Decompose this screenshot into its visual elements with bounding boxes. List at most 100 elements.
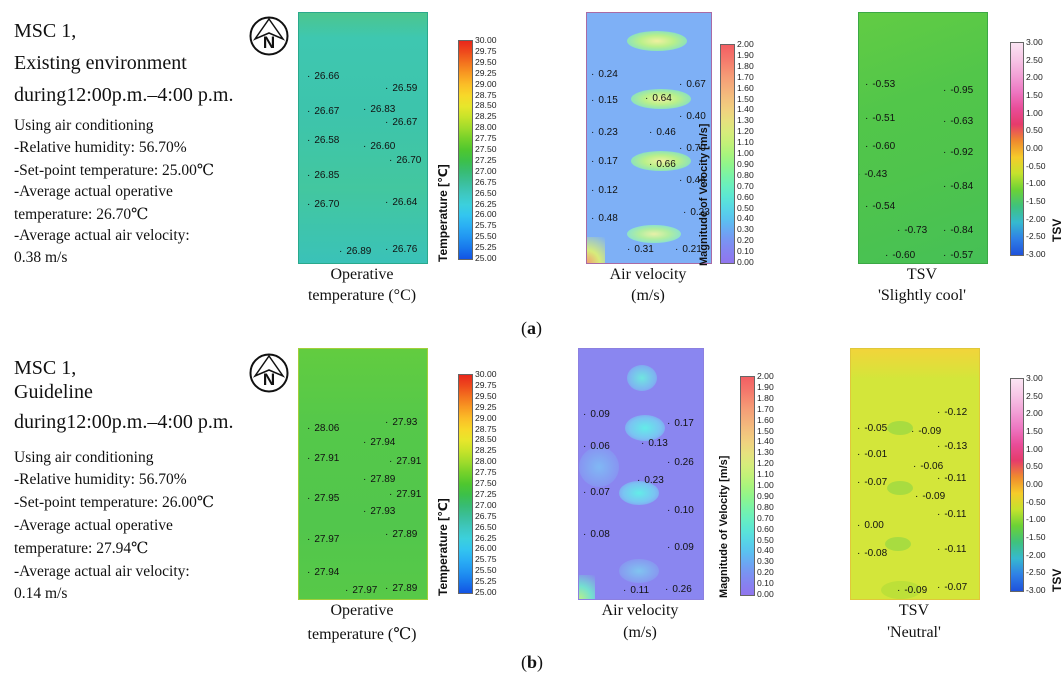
velocity-scale-label: 0.20 [737, 235, 754, 246]
temperature-scale: 30.00 29.75 29.50 29.25 29.00 28.75 28.50 28.25… [436, 370, 520, 604]
op-point: 26.85 [307, 170, 339, 181]
temperature-scale-label: 26.00 [475, 209, 497, 220]
tsv-scale-label: -2.50 [1026, 567, 1046, 578]
velocity-scale-label: 0.90 [757, 490, 774, 501]
row-a-op-caption-1: Operative [330, 266, 394, 283]
tsv-scale-label: -1.00 [1026, 178, 1046, 189]
tsv-point: -0.54 [865, 201, 895, 212]
row-a-info-5: temperature: 26.70℃ [14, 206, 149, 223]
svg-text:N: N [263, 370, 275, 389]
velocity-scale-label: 1.10 [757, 469, 774, 480]
velocity-scale-label: 0.50 [757, 534, 774, 545]
velocity-scale-label: 0.10 [757, 578, 774, 589]
velocity-scale-label: 0.50 [737, 202, 754, 213]
velocity-scale-label: 0.90 [737, 158, 754, 169]
tsv-scale-label: -3.00 [1026, 249, 1046, 259]
av-point: 0.09 [583, 409, 609, 420]
tsv-scale-label: 1.00 [1026, 443, 1043, 454]
row-a-title-3: during12:00p.m.–4:00 p.m. [14, 84, 234, 106]
velocity-scale-label: 1.90 [757, 381, 774, 392]
tsv-point: -0.11 [937, 544, 966, 555]
temperature-scale-label: 29.75 [475, 379, 497, 390]
tsv-scale-label: -1.00 [1026, 514, 1046, 525]
temperature-scale-label: 28.00 [475, 122, 497, 133]
tsv-scale-label: 0.00 [1026, 479, 1043, 489]
temperature-scale-label: 26.75 [475, 176, 497, 187]
tsv-point: -0.05 [857, 423, 887, 434]
velocity-scale-label: 0.00 [737, 257, 754, 267]
row-b-info-7: 0.14 m/s [14, 585, 68, 602]
tsv-scale-label: 2.00 [1026, 408, 1043, 419]
op-point: 28.06 [307, 423, 339, 434]
tsv-scale-label: 0.50 [1026, 125, 1043, 136]
av-point: 0.09 [667, 542, 693, 553]
tsv-point: -0.08 [857, 548, 887, 559]
tsv-scale-label: 1.50 [1026, 426, 1043, 436]
temperature-scale-label: 28.25 [475, 445, 497, 456]
velocity-scale-label: 1.30 [737, 115, 754, 126]
tsv-point: -0.01 [857, 449, 887, 460]
temperature-scale-label: 25.25 [475, 576, 497, 587]
temperature-scale-label: 29.75 [475, 45, 497, 56]
op-point: 26.67 [385, 117, 417, 128]
row-b-tsv-caption-1: TSV [898, 602, 930, 619]
av-point: 0.26 [667, 457, 693, 468]
op-point: 27.91 [389, 489, 421, 500]
av-point: 0.40 [679, 111, 705, 122]
north-arrow-icon: N [249, 353, 289, 393]
velocity-scale-label: 0.60 [757, 523, 774, 534]
av-point: 0.17 [591, 156, 617, 167]
row-b-info-3: -Set-point temperature: 26.00℃ [14, 494, 215, 511]
tsv-scale-label: -3.00 [1026, 585, 1046, 595]
row-a-op-caption-2: temperature (°C) [307, 287, 417, 304]
row-a-operative-temperature-map: 26.66 26.59 26.67 26.83 26.67 26.58 26.6… [298, 12, 428, 264]
op-point: 26.70 [389, 155, 421, 166]
op-point: 26.66 [307, 71, 339, 82]
tsv-point: -0.07 [937, 582, 967, 593]
row-a-tsv-map: -0.53 -0.95 -0.51 -0.63 -0.60 -0.92 -0.4… [858, 12, 988, 264]
velocity-scale-label: 1.20 [737, 126, 754, 137]
temperature-scale-label: 29.50 [475, 56, 497, 67]
velocity-scale-label: 0.10 [737, 246, 754, 257]
op-point: 26.89 [339, 246, 371, 257]
temperature-scale-label: 29.00 [475, 412, 497, 423]
velocity-scale-label: 1.20 [757, 458, 774, 469]
temperature-scale-label: 25.00 [475, 587, 497, 597]
op-point: 26.64 [385, 197, 417, 208]
tsv-point: -0.63 [943, 116, 973, 127]
row-b-title-3: during12:00p.m.–4:00 p.m. [14, 411, 234, 433]
row-b-av-caption-1: Air velocity [601, 602, 679, 619]
velocity-scale-label: 0.70 [757, 512, 774, 523]
row-a-info-3: -Set-point temperature: 25.00℃ [14, 162, 215, 179]
av-point: 0.11 [623, 585, 649, 596]
temperature-scale-label: 29.50 [475, 390, 497, 401]
tsv-scale-label: 1.00 [1026, 107, 1043, 118]
op-point: 27.89 [385, 529, 417, 540]
row-b-op-caption-2: temperature (℃) [307, 626, 417, 643]
svg-text:N: N [263, 33, 275, 52]
tsv-scale-label: -1.50 [1026, 532, 1046, 542]
av-point: 0.46 [679, 175, 705, 186]
op-point: 27.95 [307, 493, 339, 504]
velocity-scale-label: 1.60 [737, 82, 754, 93]
velocity-scale-label: 0.00 [757, 589, 774, 599]
velocity-scale-label: 1.00 [757, 480, 774, 490]
temperature-scale-label: 28.50 [475, 100, 497, 111]
op-point: 26.60 [363, 141, 395, 152]
velocity-scale-label: 0.20 [757, 567, 774, 578]
temperature-scale-label: 25.75 [475, 220, 497, 231]
av-point: 0.12 [591, 185, 617, 196]
row-b-operative-temperature-map: 28.06 27.93 27.94 27.91 27.91 27.89 27.9… [298, 348, 428, 600]
tsv-point: -0.09 [911, 426, 941, 437]
av-point: 0.13 [641, 438, 667, 449]
tsv-scale-label: -0.50 [1026, 496, 1046, 507]
row-a-info-2: -Relative humidity: 56.70% [14, 139, 187, 156]
av-point: 0.15 [591, 95, 617, 106]
temperature-scale-label: 25.25 [475, 242, 497, 253]
tsv-point: -0.06 [913, 461, 943, 472]
tsv-point: 0.00 [857, 520, 883, 531]
tsv-point: -0.13 [937, 441, 967, 452]
tsv-point: -0.09 [915, 491, 945, 502]
row-a-tsv-caption-2: 'Slightly cool' [878, 287, 966, 304]
tsv-color-bar [1010, 42, 1024, 256]
